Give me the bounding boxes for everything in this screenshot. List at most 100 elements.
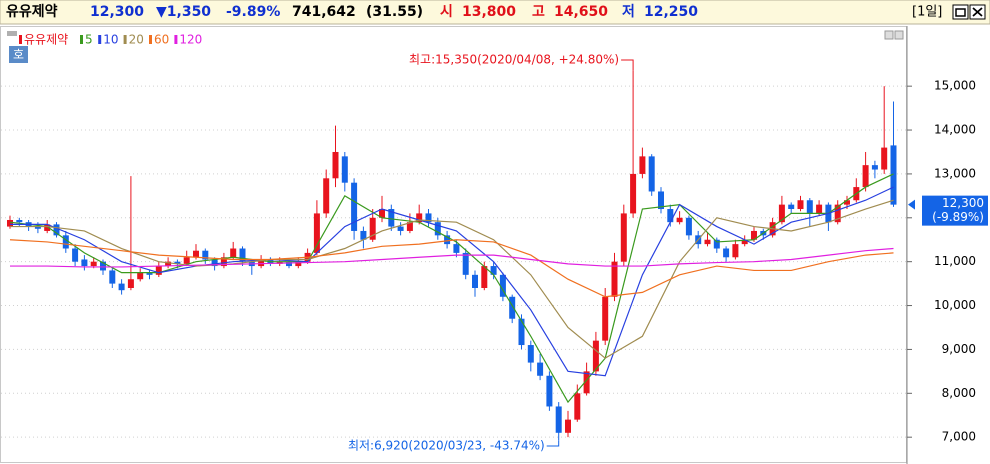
legend-swatch xyxy=(149,35,152,44)
candle-body xyxy=(881,147,888,170)
candle-body xyxy=(723,248,730,258)
candle-body xyxy=(90,261,97,267)
price-box-change: (-9.89%) xyxy=(932,210,984,224)
volume: 741,642 xyxy=(292,4,356,20)
candle-body xyxy=(667,209,674,223)
ma-line xyxy=(10,247,894,268)
open-label: 시 xyxy=(440,4,453,20)
candle-body xyxy=(834,204,841,223)
candle-body xyxy=(871,165,878,170)
candle-body xyxy=(174,261,181,264)
candle-body xyxy=(797,200,804,210)
annotation: 최저:6,920(2020/03/23, -43.74%) xyxy=(348,439,545,453)
candle-body xyxy=(286,261,292,267)
candle-body xyxy=(490,266,497,275)
legend-label: 유유제약 xyxy=(24,32,68,47)
candle-body xyxy=(369,217,376,240)
candle-body xyxy=(239,248,246,262)
candle-body xyxy=(72,248,79,262)
low-label: 저 xyxy=(622,4,635,20)
candle-body xyxy=(388,209,395,227)
candle-body xyxy=(806,200,813,214)
candle-body xyxy=(211,259,218,267)
candle-body xyxy=(360,230,367,240)
candle-body xyxy=(816,204,823,214)
candle-body xyxy=(416,213,423,223)
candle-body xyxy=(788,204,795,210)
candle-body xyxy=(146,272,153,275)
candle-body xyxy=(472,274,478,288)
window-buttons[interactable] xyxy=(952,4,986,20)
price-box-value: 12,300 xyxy=(942,196,984,210)
y-tick-label: 11,000 xyxy=(934,254,976,268)
candle-body xyxy=(583,371,590,394)
candle-body xyxy=(183,257,190,264)
candle-body xyxy=(323,178,330,214)
candle-body xyxy=(527,345,534,363)
candle-body xyxy=(890,145,897,205)
price-box xyxy=(922,195,988,226)
candle-body xyxy=(713,239,720,249)
annotation-arrow xyxy=(621,59,634,71)
legend-swatch xyxy=(174,35,178,44)
candle-body xyxy=(537,362,544,376)
candle-body xyxy=(44,224,51,231)
candle-body xyxy=(509,296,516,319)
candle-body xyxy=(16,219,23,223)
candle-body xyxy=(499,274,506,297)
candle-body xyxy=(202,250,209,260)
candle-body xyxy=(676,217,683,223)
corner-buttons[interactable] xyxy=(884,30,904,40)
legend-label: 10 xyxy=(103,33,118,47)
ma-line xyxy=(10,186,894,377)
side-button-label[interactable]: 호 xyxy=(13,48,24,62)
candle-body xyxy=(620,213,627,262)
candle-body xyxy=(481,266,488,288)
candle-body xyxy=(397,226,404,231)
candle-body xyxy=(109,270,116,284)
candle-body xyxy=(862,165,869,188)
candle-body xyxy=(844,200,850,205)
open-value: 13,800 xyxy=(462,4,516,20)
candle-body xyxy=(565,419,571,433)
side-button[interactable] xyxy=(9,46,28,63)
price: 12,300 xyxy=(90,4,144,20)
candle-body xyxy=(546,375,553,407)
candle-body xyxy=(7,219,13,227)
y-tick-label: 10,000 xyxy=(934,298,976,312)
legend-label: 60 xyxy=(154,33,169,47)
candle-body xyxy=(741,239,748,245)
legend-swatch xyxy=(123,35,127,44)
high-label: 고 xyxy=(532,4,545,20)
y-tick-label: 13,000 xyxy=(934,166,976,180)
candle-body xyxy=(165,261,172,267)
candle-body xyxy=(602,296,609,341)
candle-body xyxy=(230,248,237,258)
low-value: 12,250 xyxy=(644,4,698,20)
candle-body xyxy=(332,151,339,179)
candle-body xyxy=(639,156,646,174)
stock-name: 유유제약 xyxy=(6,3,58,20)
candle-body xyxy=(574,393,581,420)
legend-label: 120 xyxy=(179,33,202,47)
legend-label: 20 xyxy=(129,33,144,47)
period[interactable]: [1일] xyxy=(912,5,942,20)
candle-body xyxy=(118,283,125,291)
high-value: 14,650 xyxy=(554,4,608,20)
candle-body xyxy=(220,257,227,267)
legend-swatch xyxy=(98,35,102,44)
candle-body xyxy=(630,173,637,214)
ma-line xyxy=(10,199,894,359)
candle-body xyxy=(425,213,432,223)
candle-body xyxy=(518,318,525,346)
candle-body xyxy=(258,259,265,267)
candle-body xyxy=(685,217,692,236)
candle-body xyxy=(137,272,144,280)
candle-body xyxy=(751,230,757,240)
candle-body xyxy=(379,209,385,218)
candle-body xyxy=(434,222,441,236)
ma-line xyxy=(9,239,894,298)
volume-ratio: (31.55) xyxy=(366,4,423,20)
candle-body xyxy=(351,182,358,231)
ma-line xyxy=(9,173,894,404)
